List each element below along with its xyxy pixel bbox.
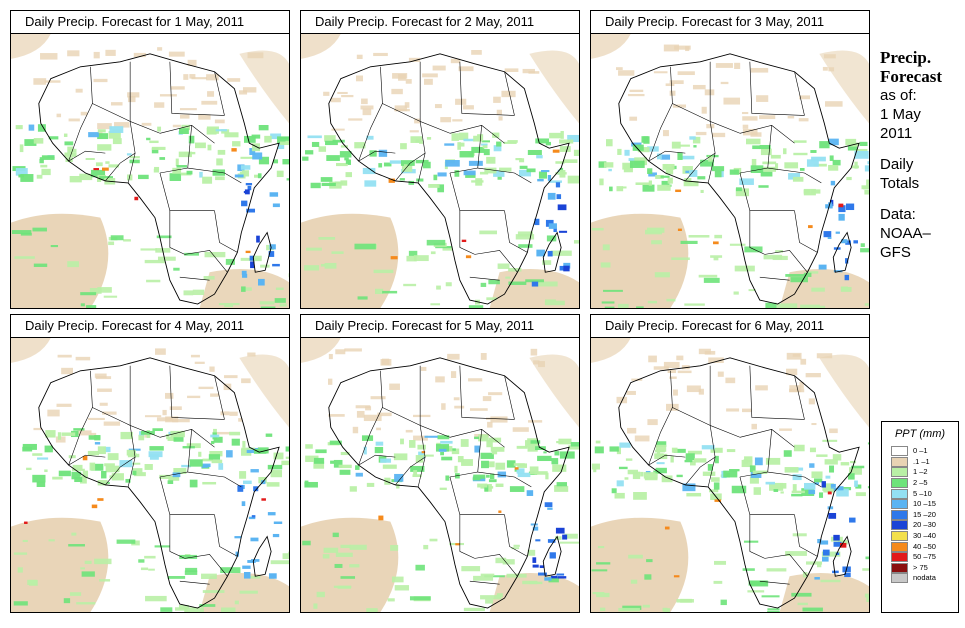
legend-row: 40 –50 <box>891 541 958 552</box>
legend-label: 40 –50 <box>913 541 936 551</box>
data-source-1: NOAA– <box>880 225 931 242</box>
africa-map-svg <box>11 338 289 612</box>
legend-swatch <box>891 499 908 510</box>
ppt-legend: PPT (mm) 0 –1.1 –1 1 –2 2 –5 5 –10 10 –15 15 … <box>881 421 959 613</box>
legend-swatch <box>891 488 908 499</box>
info-panel: Precip. Forecast as of: 1 May 2011 Daily… <box>880 48 964 262</box>
legend-label: > 75 <box>913 562 928 572</box>
legend-label: 1 –2 <box>913 467 928 477</box>
precip-map-2 <box>300 33 580 309</box>
africa-map-svg <box>11 34 289 308</box>
as-of-year: 2011 <box>880 125 913 142</box>
precip-map-1 <box>10 33 290 309</box>
legend-swatch <box>891 573 908 584</box>
totals-label: Totals <box>880 175 920 192</box>
africa-map-svg <box>591 338 869 612</box>
legend-title: PPT (mm) <box>894 428 946 440</box>
precip-map-6 <box>590 337 870 613</box>
panel-title-2: Daily Precip. Forecast for 2 May, 2011 <box>300 10 580 34</box>
legend-swatch <box>891 562 908 573</box>
legend-row: 50 –75 <box>891 552 958 563</box>
legend-label: 20 –30 <box>913 520 936 530</box>
panel-title-6: Daily Precip. Forecast for 6 May, 2011 <box>590 314 870 338</box>
legend-swatch <box>891 541 908 552</box>
legend-row: 30 –40 <box>891 531 958 542</box>
legend-label: 15 –20 <box>913 509 936 519</box>
legend-swatch <box>891 478 908 489</box>
panel-title-4: Daily Precip. Forecast for 4 May, 2011 <box>10 314 290 338</box>
panel-title-1: Daily Precip. Forecast for 1 May, 2011 <box>10 10 290 34</box>
legend-swatch <box>891 520 908 531</box>
africa-map-svg <box>301 34 579 308</box>
legend-row: 15 –20 <box>891 509 958 521</box>
legend-label: 50 –75 <box>913 552 936 562</box>
legend-row: .1 –1 <box>891 456 958 468</box>
legend-row: 20 –30 <box>891 520 958 531</box>
panel-title-5: Daily Precip. Forecast for 5 May, 2011 <box>300 314 580 338</box>
heading-precip: Precip. <box>880 48 932 67</box>
data-label: Data: <box>880 206 916 223</box>
legend-label: nodata <box>913 573 936 583</box>
legend-row: 10 –15 <box>891 499 958 510</box>
legend-row: 0 –1 <box>891 446 958 457</box>
legend-label: 2 –5 <box>913 478 928 488</box>
legend-row: > 75 <box>891 562 958 574</box>
legend-row: 1 –2 <box>891 467 958 478</box>
legend-row: 5 –10 <box>891 488 958 499</box>
legend-label: 0 –1 <box>913 446 928 456</box>
legend-swatch <box>891 552 908 563</box>
legend-swatch <box>891 509 908 520</box>
heading-forecast: Forecast <box>880 67 942 86</box>
as-of-date: 1 May <box>880 106 921 123</box>
legend-swatch <box>891 531 908 542</box>
precip-map-5 <box>300 337 580 613</box>
legend-label: 10 –15 <box>913 499 936 509</box>
precip-map-4 <box>10 337 290 613</box>
panel-title-3: Daily Precip. Forecast for 3 May, 2011 <box>590 10 870 34</box>
legend-swatch <box>891 446 908 457</box>
legend-label: 30 –40 <box>913 531 936 541</box>
data-source-2: GFS <box>880 244 911 261</box>
as-of-label: as of: <box>880 87 917 104</box>
legend-label: 5 –10 <box>913 488 932 498</box>
africa-map-svg <box>301 338 579 612</box>
africa-map-svg <box>591 34 869 308</box>
legend-row: nodata <box>891 573 958 584</box>
legend-swatch <box>891 456 908 467</box>
precip-map-3 <box>590 33 870 309</box>
daily-label: Daily <box>880 156 914 173</box>
legend-label: .1 –1 <box>913 456 930 466</box>
legend-row: 2 –5 <box>891 478 958 489</box>
legend-swatch <box>891 467 908 478</box>
